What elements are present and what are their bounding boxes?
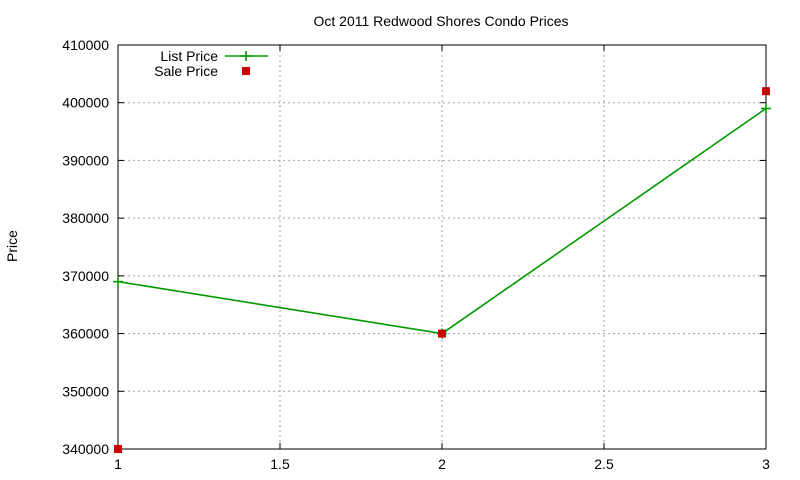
- legend-label-sale-price: Sale Price: [154, 63, 218, 79]
- x-tick-label: 2.5: [594, 456, 614, 472]
- y-tick-label: 350000: [62, 383, 109, 399]
- sale-price-point: [762, 87, 770, 96]
- y-tick-label: 410000: [62, 37, 109, 53]
- x-tick-label: 1: [114, 456, 122, 472]
- y-tick-label: 390000: [62, 152, 109, 168]
- y-tick-label: 370000: [62, 268, 109, 284]
- y-tick-label: 340000: [62, 441, 109, 457]
- x-tick-label: 2: [438, 456, 446, 472]
- y-tick-label: 380000: [62, 210, 109, 226]
- sale-price-point: [438, 329, 446, 338]
- chart-title: Oct 2011 Redwood Shores Condo Prices: [314, 13, 569, 29]
- grid-lines: [118, 45, 766, 449]
- legend-label-list-price: List Price: [160, 48, 218, 64]
- plot-series: [113, 87, 771, 453]
- y-tick-label: 400000: [62, 95, 109, 111]
- list-price-point: [761, 103, 771, 114]
- list-price-point: [113, 276, 123, 287]
- y-axis-label: Price: [4, 230, 20, 262]
- sale-price-point: [114, 445, 122, 453]
- x-tick-label: 1.5: [270, 456, 290, 472]
- x-tick-label: 3: [762, 456, 770, 472]
- axis-ticks: 1 1.5 2 2.5 3 340000 350000 360000 370000 380000 3…: [62, 37, 770, 472]
- y-tick-label: 360000: [62, 326, 109, 342]
- legend-swatch-square: [242, 67, 250, 75]
